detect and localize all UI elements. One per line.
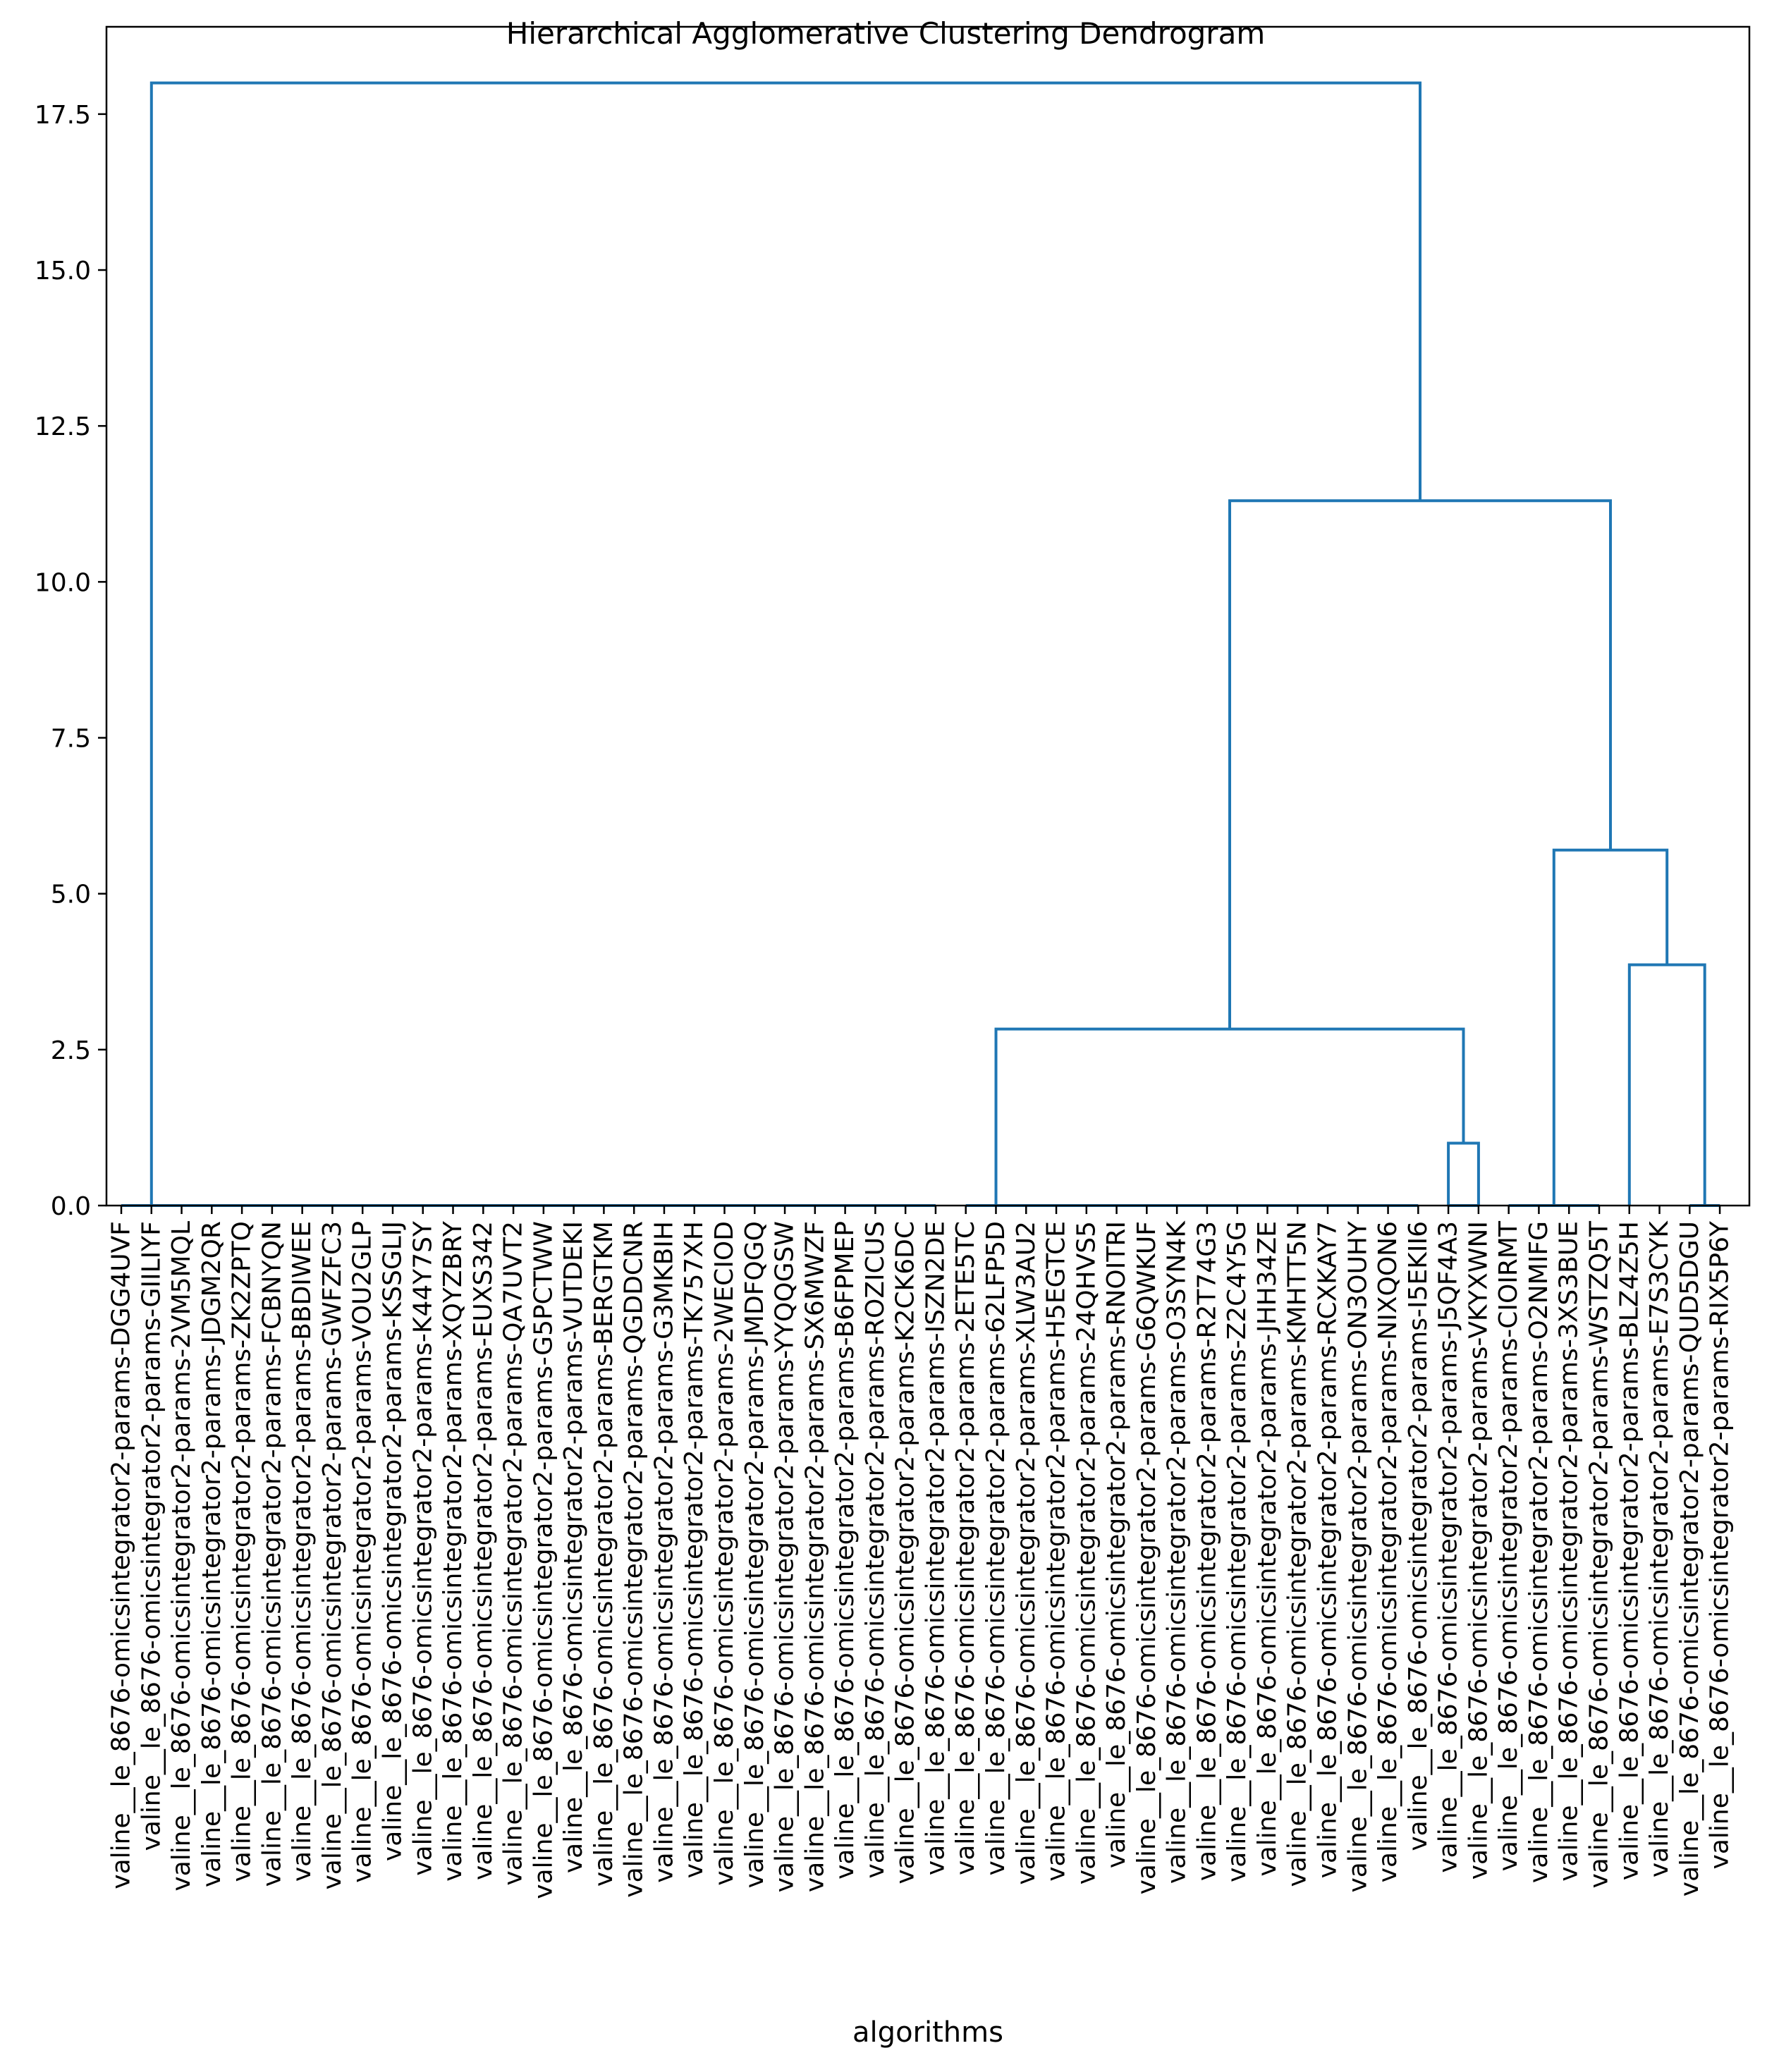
leaf-label: valine__le_8676-omicsintegrator2-params-… bbox=[1223, 1221, 1252, 1882]
leaf-label: valine__le_8676-omicsintegrator2-params-… bbox=[921, 1221, 950, 1875]
y-axis-ticks: 0.0 2.5 5.0 7.5 10.0 12.5 15.0 17.5 bbox=[35, 101, 106, 1221]
leaf-label: valine__le_8676-omicsintegrator2-params-… bbox=[1314, 1221, 1343, 1878]
leaf-label: valine__le_8676-omicsintegrator2-params-… bbox=[439, 1220, 467, 1882]
y-tick-label: 0.0 bbox=[51, 1192, 91, 1221]
leaf-label: valine__le_8676-omicsintegrator2-params-… bbox=[649, 1221, 678, 1883]
leaf-label: valine__le_8676-omicsintegrator2-params-… bbox=[982, 1221, 1010, 1876]
leaf-label: valine__le_8676-omicsintegrator2-params-… bbox=[378, 1221, 407, 1861]
leaf-label: valine__le_8676-omicsintegrator2-params-… bbox=[1706, 1220, 1735, 1869]
leaf-label: valine__le_8676-omicsintegrator2-params-… bbox=[1132, 1221, 1161, 1894]
x-axis-label: algorithms bbox=[852, 2016, 1003, 2049]
leaf-label: valine__le_8676-omicsintegrator2-params-… bbox=[1615, 1221, 1644, 1880]
dendrogram-link-5 bbox=[1447, 1141, 1480, 1206]
leaf-label: valine__le_8676-omicsintegrator2-params-… bbox=[1253, 1221, 1282, 1877]
leaf-label: valine__le_8676-omicsintegrator2-params-… bbox=[408, 1220, 437, 1876]
leaf-label: valine__le_8676-omicsintegrator2-params-… bbox=[1042, 1221, 1071, 1882]
leaf-label: valine__le_8676-omicsintegrator2-params-… bbox=[861, 1221, 890, 1879]
leaf-label: valine__le_8676-omicsintegrator2-params-… bbox=[559, 1221, 588, 1873]
leaf-label: valine__le_8676-omicsintegrator2-params-… bbox=[1464, 1221, 1493, 1880]
leaf-label: valine__le_8676-omicsintegrator2-params-… bbox=[1072, 1221, 1101, 1884]
y-tick-label: 5.0 bbox=[51, 881, 91, 909]
leaf-label: valine__le_8676-omicsintegrator2-params-… bbox=[620, 1221, 649, 1898]
x-axis-ticks: valine__le_8676-omicsintegrator2-params-… bbox=[107, 1206, 1735, 1899]
leaf-label: valine__le_8676-omicsintegrator2-params-… bbox=[1494, 1220, 1523, 1871]
leaf-label: valine__le_8676-omicsintegrator2-params-… bbox=[1012, 1221, 1041, 1885]
dendrogram-links bbox=[121, 81, 1720, 1207]
chart-title: Hierarchical Agglomerative Clustering De… bbox=[506, 16, 1265, 51]
y-tick-label: 17.5 bbox=[35, 101, 91, 130]
leaf-label: valine__le_8676-omicsintegrator2-params-… bbox=[1374, 1221, 1402, 1882]
leaf-label: valine__le_8676-omicsintegrator2-params-… bbox=[1163, 1220, 1192, 1884]
leaf-label: valine__le_8676-omicsintegrator2-params-… bbox=[1555, 1221, 1584, 1882]
dendrogram-link-7 bbox=[1627, 963, 1706, 1206]
leaf-label: valine__le_8676-omicsintegrator2-params-… bbox=[1645, 1220, 1674, 1878]
dendrogram-link-8 bbox=[1552, 848, 1669, 1206]
leaf-label: valine__le_8676-omicsintegrator2-params-… bbox=[257, 1221, 286, 1887]
plot-frame bbox=[105, 25, 1751, 1207]
leaf-label: valine__le_8676-omicsintegrator2-params-… bbox=[469, 1221, 498, 1880]
leaf-label: valine__le_8676-omicsintegrator2-params-… bbox=[1404, 1221, 1433, 1851]
leaf-label: valine__le_8676-omicsintegrator2-params-… bbox=[1434, 1221, 1463, 1873]
leaf-label: valine__le_8676-omicsintegrator2-params-… bbox=[1343, 1220, 1372, 1893]
y-tick-label: 7.5 bbox=[51, 725, 91, 754]
leaf-label: valine__le_8676-omicsintegrator2-params-… bbox=[800, 1221, 829, 1892]
leaf-label: valine__le_8676-omicsintegrator2-params-… bbox=[499, 1221, 528, 1886]
leaf-label: valine__le_8676-omicsintegrator2-params-… bbox=[107, 1221, 136, 1889]
leaf-label: valine__le_8676-omicsintegrator2-params-… bbox=[1675, 1221, 1704, 1896]
leaf-label: valine__le_8676-omicsintegrator2-params-… bbox=[348, 1221, 377, 1883]
leaf-label: valine__le_8676-omicsintegrator2-params-… bbox=[771, 1221, 800, 1892]
leaf-label: valine__le_8676-omicsintegrator2-params-… bbox=[137, 1221, 166, 1851]
leaf-label: valine__le_8676-omicsintegrator2-params-… bbox=[1102, 1221, 1131, 1868]
leaf-label: valine__le_8676-omicsintegrator2-params-… bbox=[1524, 1221, 1553, 1883]
leaf-label: valine__le_8676-omicsintegrator2-params-… bbox=[710, 1221, 739, 1886]
leaf-label: valine__le_8676-omicsintegrator2-params-… bbox=[1283, 1221, 1312, 1887]
leaf-label: valine__le_8676-omicsintegrator2-params-… bbox=[318, 1221, 347, 1890]
leaf-label: valine__le_8676-omicsintegrator2-params-… bbox=[1584, 1220, 1613, 1889]
leaf-label: valine__le_8676-omicsintegrator2-params-… bbox=[228, 1221, 257, 1882]
leaf-label: valine__le_8676-omicsintegrator2-params-… bbox=[951, 1221, 980, 1875]
leaf-label: valine__le_8676-omicsintegrator2-params-… bbox=[167, 1221, 196, 1892]
dendrogram-link-6 bbox=[994, 1027, 1465, 1206]
leaf-label: valine__le_8676-omicsintegrator2-params-… bbox=[1192, 1221, 1221, 1881]
leaf-label: valine__le_8676-omicsintegrator2-params-… bbox=[529, 1221, 558, 1899]
leaf-label: valine__le_8676-omicsintegrator2-params-… bbox=[740, 1221, 769, 1888]
y-tick-label: 10.0 bbox=[35, 568, 91, 597]
dendrogram-link-10 bbox=[149, 81, 1421, 1206]
y-tick-label: 15.0 bbox=[35, 257, 91, 286]
y-tick-label: 12.5 bbox=[35, 412, 91, 441]
leaf-label: valine__le_8676-omicsintegrator2-params-… bbox=[831, 1221, 860, 1880]
leaf-label: valine__le_8676-omicsintegrator2-params-… bbox=[288, 1221, 317, 1882]
leaf-label: valine__le_8676-omicsintegrator2-params-… bbox=[680, 1221, 709, 1878]
leaf-label: valine__le_8676-omicsintegrator2-params-… bbox=[891, 1221, 920, 1884]
leaf-label: valine__le_8676-omicsintegrator2-params-… bbox=[589, 1221, 618, 1887]
y-tick-label: 2.5 bbox=[51, 1036, 91, 1065]
leaf-label: valine__le_8676-omicsintegrator2-params-… bbox=[197, 1221, 226, 1887]
